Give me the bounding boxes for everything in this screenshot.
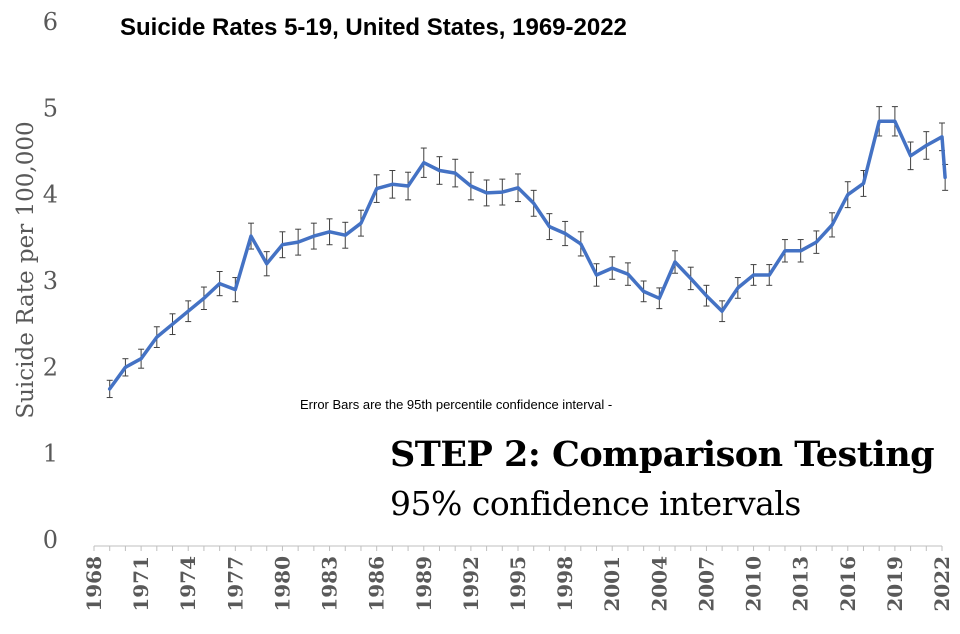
y-axis-label: Suicide Rate per 100,000 [13,121,39,419]
x-tick-label: 2022 [930,556,954,612]
error-bar-note: Error Bars are the 95th percentile confi… [300,397,613,412]
chart-title: Suicide Rates 5-19, United States, 1969-… [120,14,627,41]
error-bars [106,106,949,399]
x-axis-ticks: 1968 1971 1974 1977 1980 1983 1986 1989 1992 1995… [82,556,954,612]
y-tick-label: 3 [43,267,58,295]
x-tick-label: 1980 [270,556,294,612]
step-subtitle: 95% confidence intervals [390,484,801,523]
step-title: STEP 2: Comparison Testing [390,434,935,475]
x-tick-label: 1977 [223,556,247,612]
series-line [107,119,947,391]
x-tick-label: 2004 [647,556,671,612]
x-tick-label: 2010 [742,556,766,612]
x-tick-label: 1974 [176,556,200,612]
x-tick-label: 2016 [836,556,860,612]
y-tick-label: 6 [43,8,58,36]
x-tick-label: 1983 [318,556,342,612]
y-tick-label: 1 [43,440,58,468]
x-tick-label: 2019 [883,556,907,612]
x-tick-label: 1971 [129,556,153,612]
x-tick-label: 2007 [694,556,718,612]
x-tick-label: 1992 [459,556,483,612]
x-tick-label: 1968 [82,556,106,612]
x-tick-label: 1995 [506,556,530,612]
x-tick-label: 2001 [600,556,624,612]
y-tick-label: 4 [43,181,58,209]
series-line-group [107,119,947,391]
x-tick-label: 1989 [412,556,436,612]
y-tick-label: 0 [43,526,58,554]
y-tick-label: 2 [43,353,58,381]
x-tick-label: 2013 [789,556,813,612]
x-tick-label: 1998 [553,556,577,612]
x-axis [93,545,943,551]
y-tick-label: 5 [43,94,58,122]
x-tick-label: 1986 [365,556,389,612]
y-axis-ticks: 0 1 2 3 4 5 6 [43,8,58,554]
